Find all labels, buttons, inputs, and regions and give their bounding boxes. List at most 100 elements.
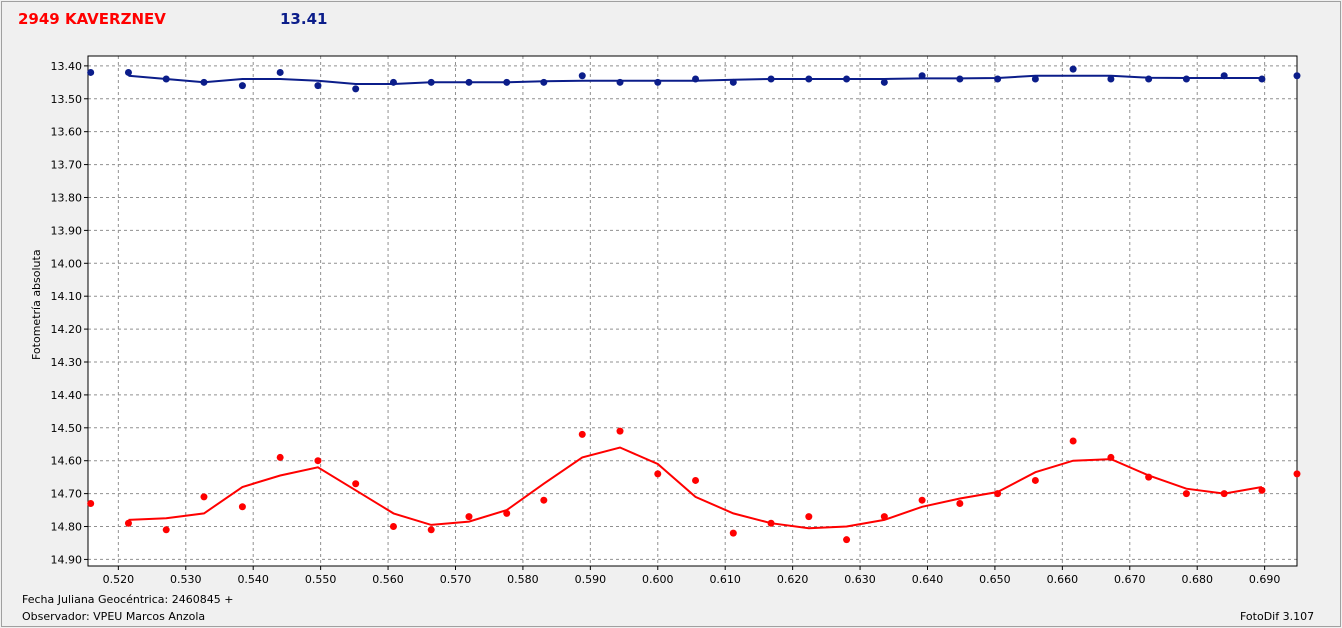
series-red-point [616, 427, 624, 435]
series-blue-point [1031, 75, 1039, 83]
y-tick-label: 14.60 [51, 455, 83, 468]
series-red-point [314, 457, 322, 465]
series-red-point [654, 470, 662, 478]
series-red-fit-line [128, 446, 1263, 530]
series-blue-point [200, 78, 208, 86]
object-name-title: 2949 KAVERZNEV [18, 10, 166, 28]
series-blue-point [880, 78, 888, 86]
y-tick-label: 14.30 [51, 356, 83, 369]
series-blue-point [314, 82, 322, 90]
x-axis-label: Fecha Juliana Geocéntrica: 2460845 + [22, 593, 234, 606]
series-red-point [276, 453, 284, 461]
y-tick-label: 14.80 [51, 521, 83, 534]
plot-border [87, 55, 1298, 567]
series-blue-point [956, 75, 964, 83]
series-red-point [389, 523, 397, 531]
x-tick-label: 0.610 [709, 573, 741, 586]
series-blue-point [427, 78, 435, 86]
series-red-point [880, 513, 888, 521]
series-blue-point [1220, 72, 1228, 80]
series-red-point [767, 519, 775, 527]
x-tick-label: 0.570 [440, 573, 472, 586]
x-tick-label: 0.600 [642, 573, 674, 586]
y-tick-label: 14.50 [51, 422, 83, 435]
x-tick-label: 0.550 [305, 573, 337, 586]
series-red-point [540, 496, 548, 504]
series-red-point [427, 526, 435, 534]
series-blue-point [692, 75, 700, 83]
x-tick-label: 0.540 [237, 573, 269, 586]
series-red-point [956, 499, 964, 507]
series-blue-point [578, 72, 586, 80]
series-red-point [578, 430, 586, 438]
series-red-point [1258, 486, 1266, 494]
series-red-point [805, 513, 813, 521]
series-blue-point [540, 78, 548, 86]
series-blue-point [729, 78, 737, 86]
y-tick-label: 14.70 [51, 488, 83, 501]
series-red-point [843, 536, 851, 544]
y-tick-label: 14.00 [51, 257, 83, 270]
series-red-point [1220, 490, 1228, 498]
series-red-point [238, 503, 246, 511]
series-blue-point [465, 78, 473, 86]
series-blue-point [1107, 75, 1115, 83]
series-blue-point [1182, 75, 1190, 83]
series-blue-point [162, 75, 170, 83]
y-tick-label: 14.90 [51, 553, 83, 566]
y-tick-label: 13.60 [51, 126, 83, 139]
series-red-point [465, 513, 473, 521]
series-red-point [1182, 490, 1190, 498]
magnitude-value: 13.41 [280, 10, 328, 28]
x-tick-label: 0.520 [103, 573, 135, 586]
x-tick-label: 0.580 [507, 573, 539, 586]
software-version: FotoDif 3.107 [1240, 610, 1315, 623]
y-tick-label: 13.70 [51, 159, 83, 172]
y-tick-label: 14.10 [51, 290, 83, 303]
series-blue-point [1145, 75, 1153, 83]
series-blue-point [843, 75, 851, 83]
x-tick-label: 0.640 [912, 573, 944, 586]
x-tick-label: 0.670 [1114, 573, 1146, 586]
series-red-point [994, 490, 1002, 498]
series-blue-point [238, 82, 246, 90]
series-red-point [503, 509, 511, 517]
series-red-point [162, 526, 170, 534]
x-tick-label: 0.680 [1181, 573, 1213, 586]
x-tick-label: 0.650 [979, 573, 1011, 586]
series-red-point [124, 519, 132, 527]
series-blue-point [767, 75, 775, 83]
y-tick-label: 13.40 [51, 60, 83, 73]
series-blue-point [1293, 72, 1301, 80]
x-tick-label: 0.620 [777, 573, 809, 586]
series-blue-point [616, 78, 624, 86]
series-blue-point [503, 78, 511, 86]
series-blue-point [1069, 65, 1077, 73]
series-red-point [200, 493, 208, 501]
y-tick-label: 13.90 [51, 224, 83, 237]
series-red-point [1145, 473, 1153, 481]
series-red-point [1031, 476, 1039, 484]
series-red-point [729, 529, 737, 537]
y-tick-label: 13.50 [51, 93, 83, 106]
series-red-point [87, 499, 95, 507]
series-blue-point [1258, 75, 1266, 83]
series-red-point [692, 476, 700, 484]
series-red-point [918, 496, 926, 504]
y-tick-label: 14.40 [51, 389, 83, 402]
y-axis-label: Fotometría absoluta [30, 249, 43, 360]
series-blue-point [276, 68, 284, 76]
series-blue-point [805, 75, 813, 83]
x-tick-label: 0.660 [1047, 573, 1079, 586]
series-blue-point [994, 75, 1002, 83]
x-tick-label: 0.690 [1249, 573, 1281, 586]
series-blue-point [389, 78, 397, 86]
series-red-point [1293, 470, 1301, 478]
x-tick-label: 0.590 [575, 573, 607, 586]
series-blue-point [352, 85, 360, 93]
series-blue-point [124, 68, 132, 76]
series-blue-point [918, 72, 926, 80]
series-blue-point [654, 78, 662, 86]
series-red-point [1107, 453, 1115, 461]
